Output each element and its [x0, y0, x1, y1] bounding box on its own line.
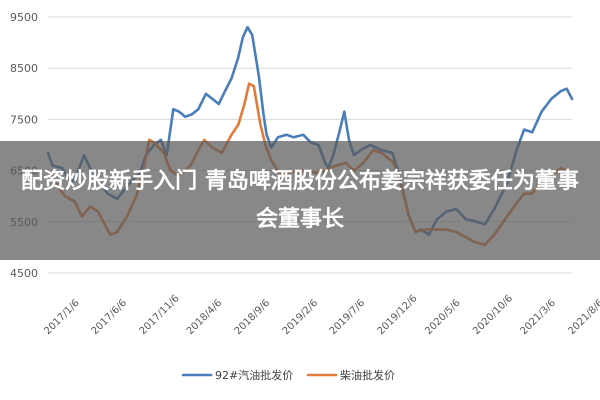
x-tick-label: 2019/2/6 [281, 298, 321, 338]
x-tick-label: 2017/6/6 [90, 298, 130, 338]
x-tick-label: 2018/9/6 [233, 298, 273, 338]
x-tick-label: 2019/7/6 [328, 298, 368, 338]
y-tick-label: 9500 [10, 11, 38, 24]
x-tick-label: 2018/4/6 [185, 298, 225, 338]
x-tick-label: 2021/3/6 [518, 298, 558, 338]
legend: 92#汽油批发价 柴油批发价 [181, 368, 395, 382]
x-tick-label: 2020/10/6 [471, 293, 515, 337]
x-tick-label: 2021/8/6 [566, 298, 600, 338]
y-tick-label: 8500 [10, 62, 38, 75]
x-tick-label: 2017/1/6 [42, 298, 82, 338]
y-tick-label: 4500 [10, 267, 38, 280]
legend-label-1: 92#汽油批发价 [215, 368, 293, 382]
x-tick-label: 2019/12/6 [376, 293, 420, 337]
x-tick-label: 2017/11/6 [138, 293, 182, 337]
x-tick-label: 2020/5/6 [423, 298, 463, 338]
legend-label-2: 柴油批发价 [340, 368, 395, 382]
headline-banner: 配资炒股新手入门 青岛啤酒股份公布姜宗祥获委任为董事会董事长 [0, 141, 600, 260]
x-axis: 2017/1/6 2017/6/6 2017/11/6 2018/4/6 2018/9/… [42, 293, 600, 337]
headline-text: 配资炒股新手入门 青岛啤酒股份公布姜宗祥获委任为董事会董事长 [21, 168, 579, 232]
y-tick-label: 7500 [10, 113, 38, 126]
